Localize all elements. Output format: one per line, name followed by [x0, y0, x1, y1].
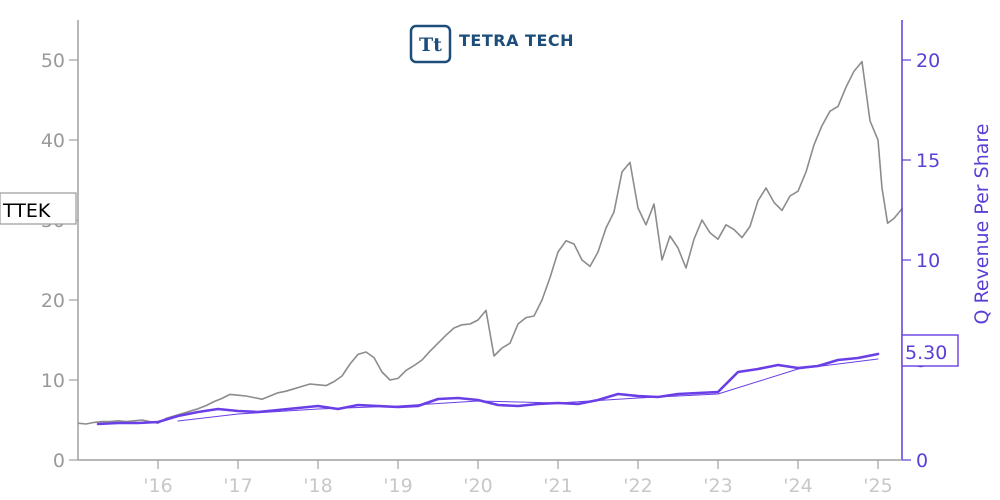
ticker-badge: TTEK — [0, 192, 77, 225]
x-tick-label: '24 — [783, 475, 812, 497]
revenue-line — [96, 352, 880, 426]
tetra-tech-logo: Tt TETRA TECH — [409, 24, 574, 64]
y-tick-left-label: 40 — [41, 130, 65, 152]
x-tick-label: '20 — [463, 475, 492, 497]
last-value-label: 5.30 — [905, 342, 947, 364]
y-axis-label-right: Q Revenue Per Share — [971, 124, 993, 325]
ticker-badge-box — [0, 192, 77, 225]
ticker-label: TTEK — [2, 200, 51, 222]
x-tick-label: '16 — [143, 475, 172, 497]
x-tick-label: '17 — [223, 475, 252, 497]
x-tick-label: '21 — [543, 475, 572, 497]
y-tick-left-label: 10 — [41, 370, 65, 392]
x-tick-label: '22 — [623, 475, 652, 497]
logo-mark-icon: Tt — [419, 34, 442, 56]
y-tick-left-label: 50 — [41, 50, 65, 72]
y-tick-left-label: 0 — [53, 450, 65, 472]
x-tick-label: '23 — [703, 475, 732, 497]
revenue-trend-line — [177, 358, 879, 422]
last-value-badge-box — [901, 334, 959, 367]
y-tick-left-label: 20 — [41, 290, 65, 312]
x-tick-label: '18 — [303, 475, 332, 497]
x-tick-label: '25 — [863, 475, 892, 497]
y-tick-right-label: 15 — [916, 150, 940, 172]
y-tick-right-label: 10 — [916, 250, 940, 272]
y-tick-right-label: 20 — [916, 50, 940, 72]
last-value-badge: 5.30 — [901, 334, 959, 367]
logo-mark-box — [409, 24, 452, 64]
y-tick-right-label: 0 — [916, 450, 928, 472]
x-tick-label: '19 — [383, 475, 412, 497]
price-line — [77, 60, 903, 425]
logo-text: TETRA TECH — [459, 31, 574, 50]
